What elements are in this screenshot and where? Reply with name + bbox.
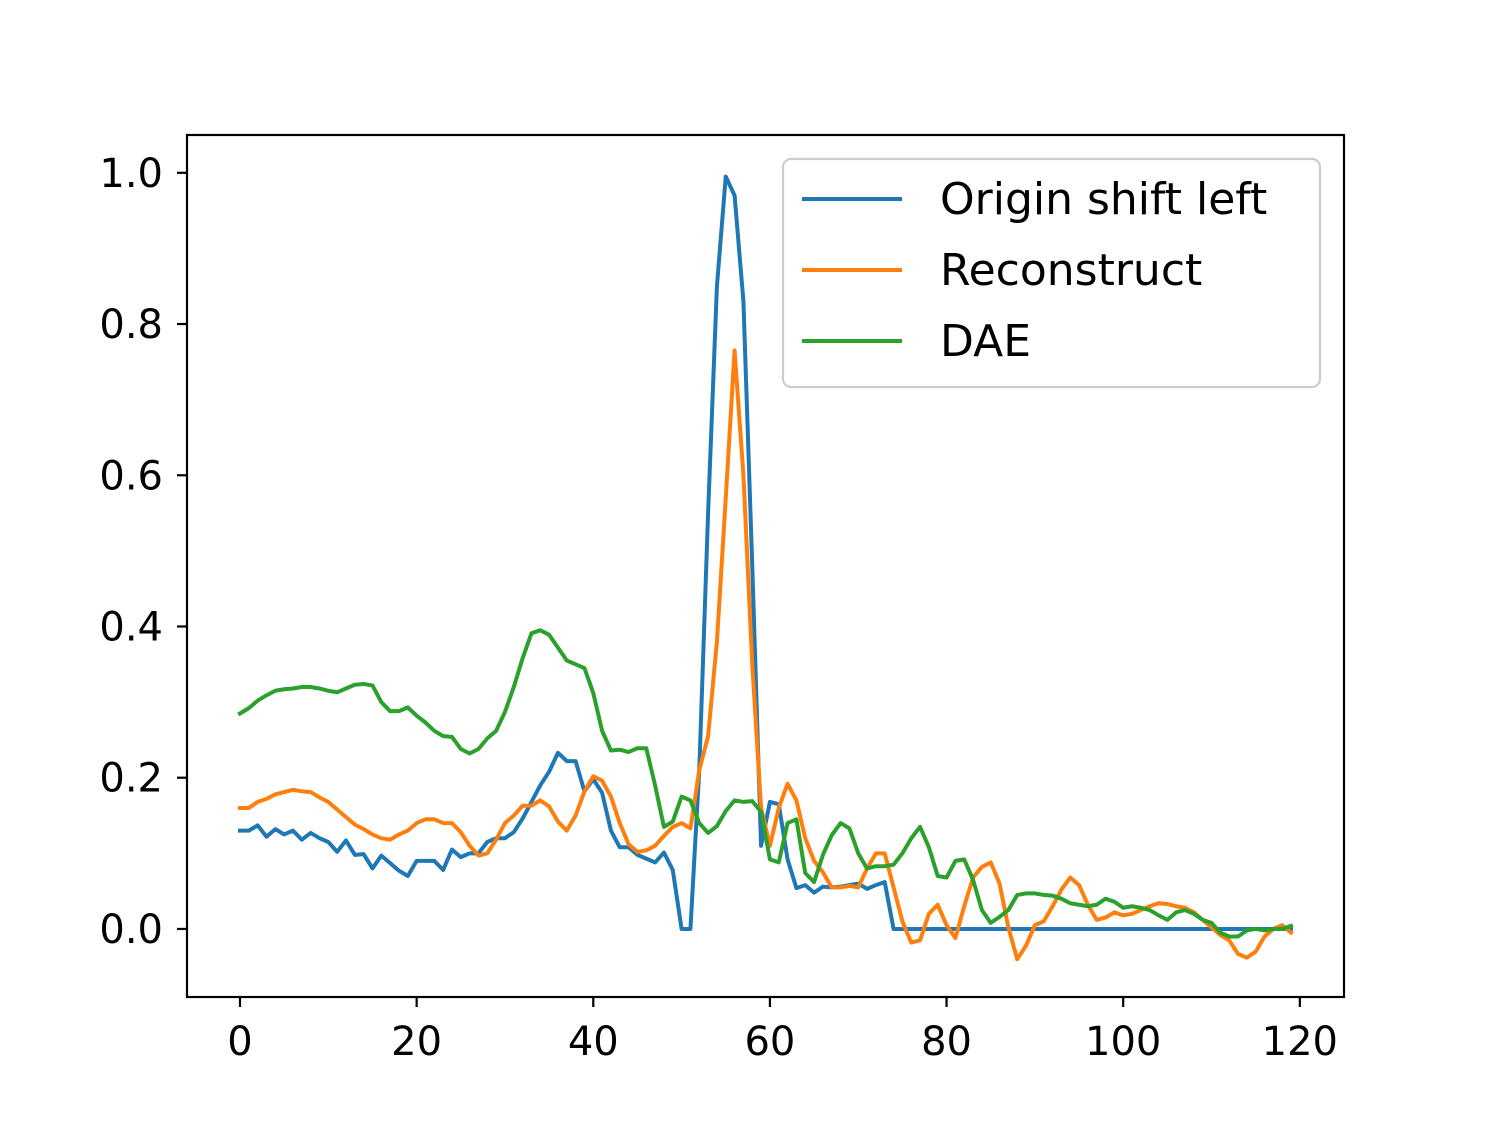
y-tick-label: 0.4 (99, 604, 163, 650)
x-tick-label: 40 (568, 1019, 619, 1065)
series-layer (237, 174, 1294, 962)
x-tick-label: 80 (921, 1019, 972, 1065)
y-tick-label: 0.8 (99, 302, 163, 348)
x-tick-label: 20 (391, 1019, 442, 1065)
x-tick-label: 100 (1085, 1019, 1161, 1065)
legend-frame (781, 157, 1322, 389)
axes-frame (185, 133, 1346, 999)
legend: Origin shift left Reconstruct DAE (781, 157, 1322, 389)
y-tick-label: 1.0 (99, 151, 163, 197)
y-tick-label: 0.0 (99, 907, 163, 953)
legend-label-origin-shift-left: Origin shift left (940, 174, 1267, 225)
series-line-dae (237, 628, 1294, 939)
x-tick-label: 0 (227, 1019, 252, 1065)
x-axis: 0 20 40 60 80 100 120 (227, 997, 1338, 1065)
x-tick-label: 60 (744, 1019, 795, 1065)
y-axis: 0.0 0.2 0.4 0.6 0.8 1.0 (99, 151, 187, 953)
legend-label-reconstruct: Reconstruct (940, 245, 1202, 296)
y-tick-label: 0.2 (99, 756, 163, 802)
y-tick-label: 0.6 (99, 453, 163, 499)
x-tick-label: 120 (1262, 1019, 1338, 1065)
legend-label-dae: DAE (940, 316, 1031, 367)
